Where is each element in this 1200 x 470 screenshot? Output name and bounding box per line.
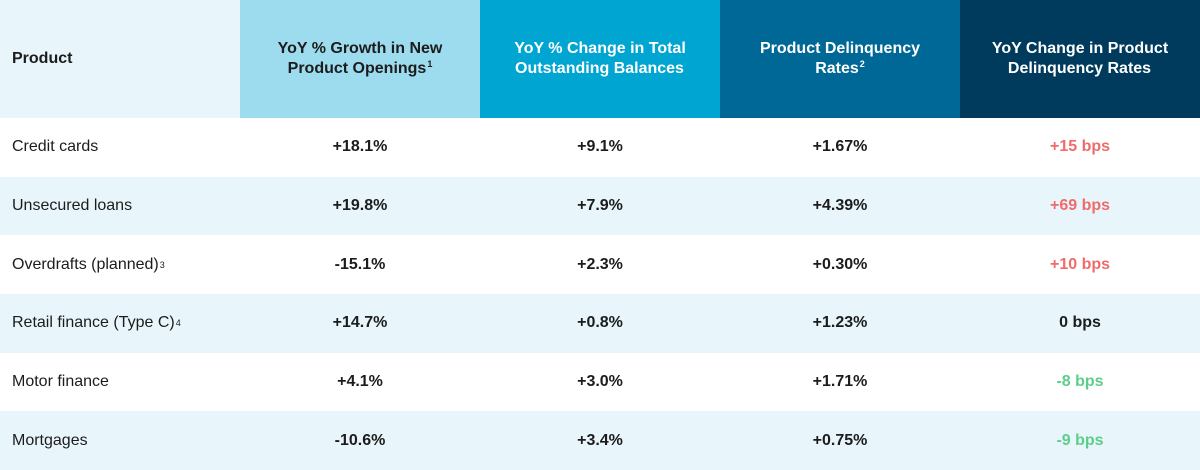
header-product: Product — [0, 0, 240, 118]
delinquency-cell: +1.67% — [720, 118, 960, 177]
balances-cell: +9.1% — [480, 118, 720, 177]
header-delinquency-rates-label: Product Delinquency Rates — [759, 40, 921, 77]
openings-cell: +4.1% — [240, 352, 480, 412]
delinquency-change-cell: +15 bps — [960, 118, 1200, 177]
openings-cell: -15.1% — [240, 235, 480, 294]
delinquency-cell: +0.75% — [720, 411, 960, 470]
delinquency-change-cell: 0 bps — [960, 293, 1200, 353]
openings-cell: -10.6% — [240, 411, 480, 470]
header-delinquency-rates: Product Delinquency Rates2 — [720, 0, 960, 118]
header-delinquency-change-label: YoY Change in Product Delinquency Rates — [991, 40, 1169, 77]
delinquency-change-cell: -8 bps — [960, 352, 1200, 412]
balances-cell: +3.4% — [480, 411, 720, 470]
product-name: Credit cards — [12, 138, 99, 156]
delinquency-cell: +4.39% — [720, 176, 960, 236]
openings-cell: +14.7% — [240, 293, 480, 353]
balances-cell: +0.8% — [480, 293, 720, 353]
header-product-label: Product — [12, 50, 73, 67]
product-name-cell: Motor finance — [0, 352, 240, 412]
delinquency-cell: +1.23% — [720, 293, 960, 353]
delinquency-change-cell: +10 bps — [960, 235, 1200, 294]
header-new-openings-footnote: 1 — [427, 58, 433, 69]
balances-cell: +3.0% — [480, 352, 720, 412]
balances-cell: +2.3% — [480, 235, 720, 294]
product-name-cell: Retail finance (Type C) 4 — [0, 293, 240, 353]
openings-cell: +18.1% — [240, 118, 480, 177]
openings-cell: +19.8% — [240, 176, 480, 236]
balances-cell: +7.9% — [480, 176, 720, 236]
product-name-cell: Mortgages — [0, 411, 240, 470]
product-name-cell: Credit cards — [0, 118, 240, 177]
header-new-openings: YoY % Growth in New Product Openings1 — [240, 0, 480, 118]
product-name-cell: Unsecured loans — [0, 176, 240, 236]
product-name: Mortgages — [12, 431, 88, 449]
delinquency-cell: +0.30% — [720, 235, 960, 294]
header-delinquency-change: YoY Change in Product Delinquency Rates — [960, 0, 1200, 118]
header-new-openings-label: YoY % Growth in New Product Openings — [277, 40, 443, 77]
delinquency-cell: +1.71% — [720, 352, 960, 412]
header-outstanding-balances-label: YoY % Change in Total Outstanding Balanc… — [514, 40, 686, 77]
delinquency-change-cell: -9 bps — [960, 411, 1200, 470]
product-name: Motor finance — [12, 372, 109, 390]
header-delinquency-rates-footnote: 2 — [859, 58, 865, 69]
product-name: Unsecured loans — [12, 196, 133, 214]
header-outstanding-balances: YoY % Change in Total Outstanding Balanc… — [480, 0, 720, 118]
product-name: Overdrafts (planned) — [12, 255, 159, 273]
product-name: Retail finance (Type C) — [12, 314, 175, 332]
delinquency-change-cell: +69 bps — [960, 176, 1200, 236]
product-name-cell: Overdrafts (planned) 3 — [0, 235, 240, 294]
